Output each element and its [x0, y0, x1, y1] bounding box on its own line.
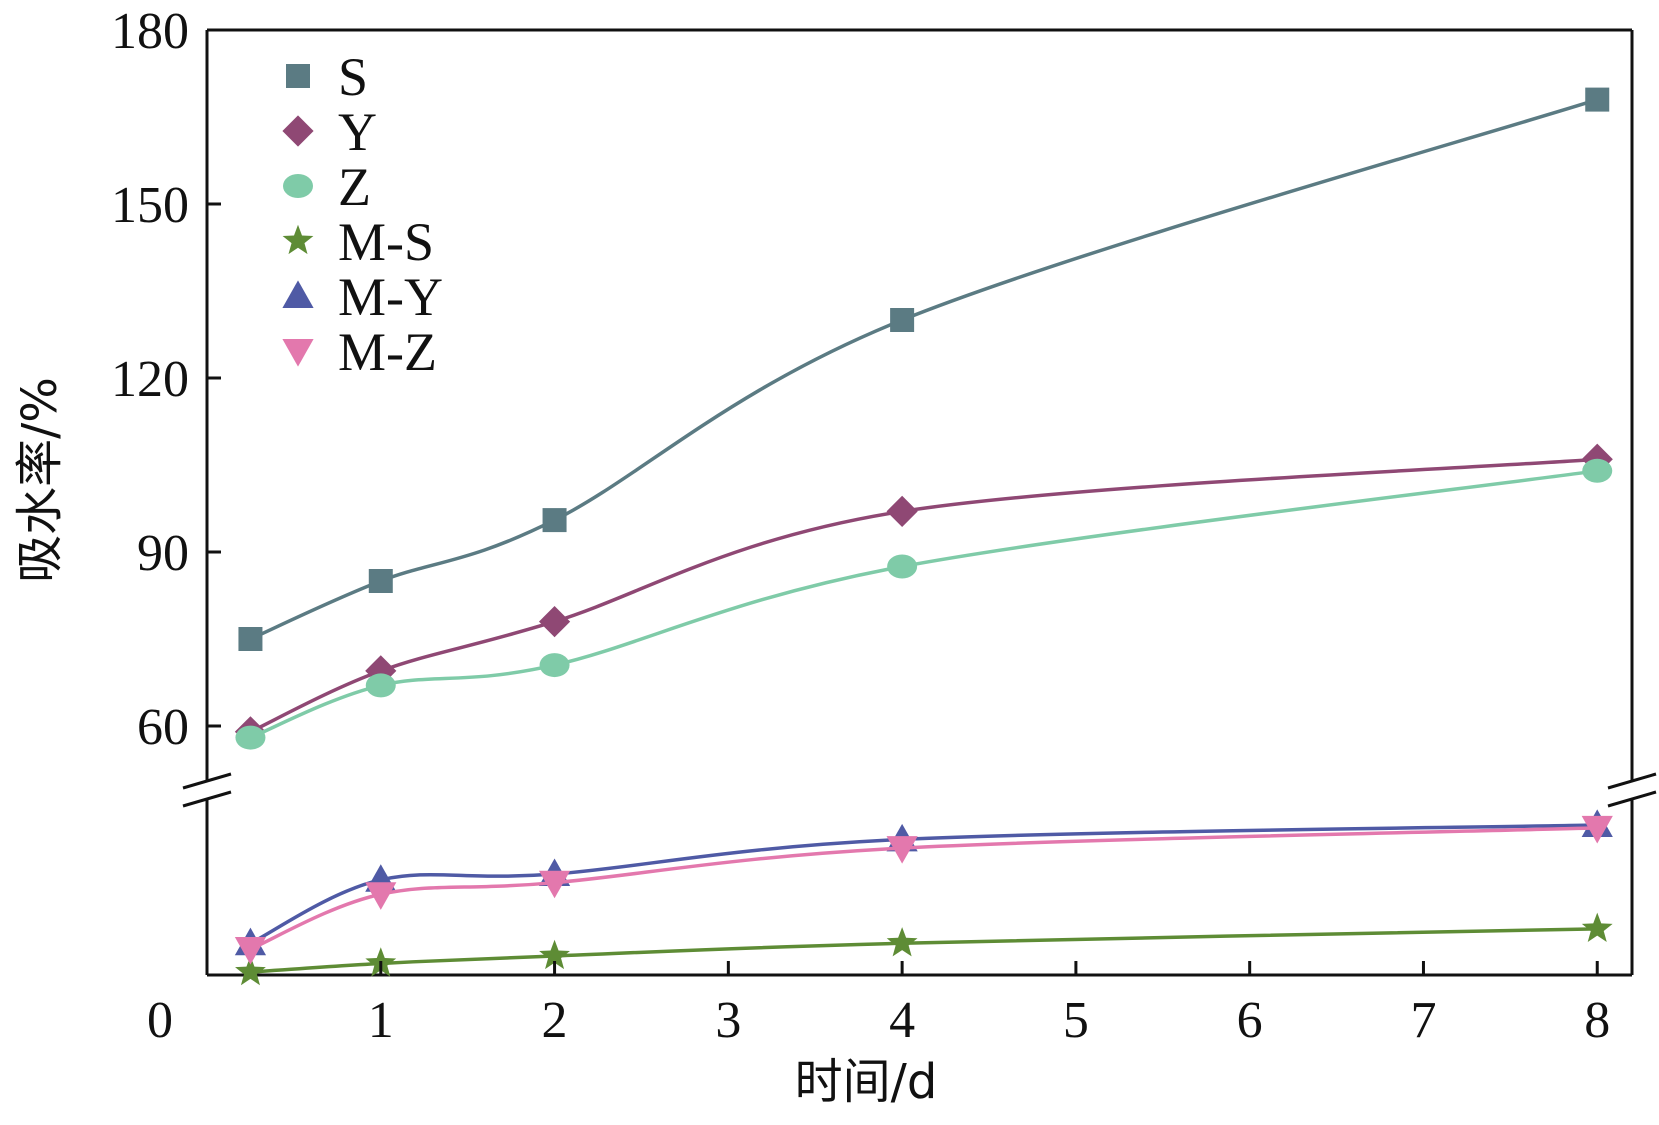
y-tick-label: 90 [137, 525, 189, 582]
x-axis-title: 时间/d [795, 1054, 938, 1110]
data-point-m-z [538, 870, 571, 899]
legend-item-m-s: M-S [282, 212, 434, 272]
legend-label-m-z: M-Z [338, 322, 437, 382]
data-point-m-s [1581, 912, 1613, 942]
series-line-s [249, 97, 1598, 641]
y-axis-title: 吸水率/% [12, 377, 68, 583]
x-tick-label: 4 [889, 992, 915, 1049]
data-point-y [886, 495, 918, 527]
data-point-m-z [234, 937, 267, 965]
series-z [235, 458, 1613, 750]
legend-label-s: S [338, 47, 368, 107]
legend-label-m-s: M-S [338, 212, 434, 272]
x-tick-label: 1 [368, 992, 394, 1049]
series-line-m-y [249, 823, 1598, 945]
series-m-z [234, 815, 1613, 965]
y-tick-label: 60 [137, 699, 189, 756]
data-point-y [538, 606, 571, 638]
series-layer [234, 87, 1613, 986]
legend-marker-z [283, 174, 313, 198]
legend-item-m-y: M-Y [282, 267, 443, 327]
y-tick-label: 150 [111, 177, 189, 234]
data-point-m-s [235, 955, 266, 986]
ticks-layer: 1 2 3 4 5 6 7 8 0 60 90 120 150 180 [111, 3, 1610, 1049]
series-line-y [249, 457, 1598, 734]
data-point-z [887, 554, 918, 579]
data-point-m-z [886, 836, 918, 864]
legend-label-m-y: M-Y [338, 267, 443, 327]
x-tick-label: 8 [1584, 992, 1610, 1049]
legend-marker-m-s [282, 224, 314, 255]
legend-label-z: Z [338, 157, 371, 217]
axis-break-mark-right [1607, 772, 1657, 790]
series-line-m-z [249, 826, 1598, 951]
data-point-z [365, 673, 396, 698]
data-point-m-s [886, 927, 918, 957]
data-point-s [542, 508, 567, 533]
data-point-m-z [1581, 815, 1613, 844]
data-point-z [1582, 458, 1613, 483]
legend-marker-s [286, 64, 310, 88]
data-point-s [890, 308, 915, 332]
data-point-z [235, 725, 266, 750]
series-y [234, 443, 1613, 748]
data-point-s [238, 627, 263, 651]
legend-marker-y [282, 115, 314, 147]
x-tick-label: 3 [715, 992, 741, 1049]
legend-marker-m-z [282, 339, 314, 367]
data-point-s [1585, 87, 1610, 112]
data-point-m-z [365, 882, 397, 910]
y-tick-label: 120 [111, 351, 189, 408]
legend-item-m-z: M-Z [282, 322, 437, 382]
y-tick-label: 180 [111, 3, 189, 60]
legend-marker-m-y [282, 280, 314, 308]
series-s [238, 87, 1610, 651]
data-point-y [365, 655, 397, 687]
x-tick-label: 2 [542, 992, 568, 1049]
data-point-m-s [539, 939, 570, 970]
x-tick-label: 7 [1410, 992, 1436, 1049]
legend-item-y: Y [282, 102, 377, 162]
data-point-s [368, 569, 393, 593]
legend-item-z: Z [283, 157, 371, 217]
origin-tick-label: 0 [147, 992, 173, 1049]
axis-break-mark-left [182, 772, 232, 790]
x-tick-label: 6 [1237, 992, 1263, 1049]
series-line-m-s [250, 927, 1598, 974]
series-line-z [249, 469, 1598, 740]
plot-frame [182, 28, 1657, 977]
x-tick-label: 5 [1063, 992, 1089, 1049]
axis-break-mark-right [1607, 790, 1657, 808]
legend-item-s: S [286, 47, 368, 107]
legend-label-y: Y [338, 102, 377, 162]
axis-break-mark-left [182, 790, 232, 808]
data-point-z [539, 653, 570, 678]
